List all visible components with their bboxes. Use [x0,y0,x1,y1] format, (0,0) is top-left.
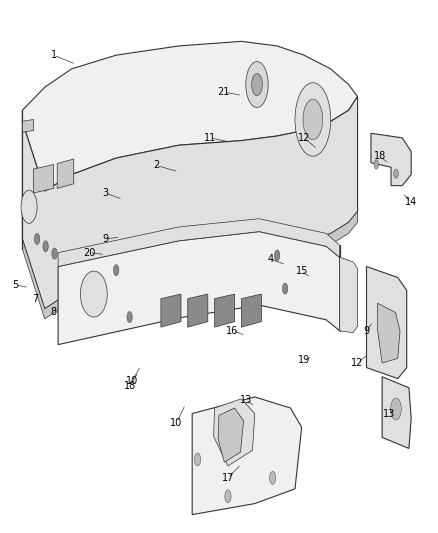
Text: 12: 12 [298,133,310,143]
Text: 15: 15 [296,266,308,276]
Text: 18: 18 [124,381,136,391]
Polygon shape [22,96,357,309]
Polygon shape [241,294,261,327]
Polygon shape [188,294,208,327]
Circle shape [295,83,331,156]
Polygon shape [58,219,340,266]
Circle shape [113,265,119,276]
Circle shape [269,471,276,484]
Text: 14: 14 [405,197,417,207]
Text: 10: 10 [170,418,183,427]
Circle shape [127,311,132,322]
Ellipse shape [81,271,107,317]
Polygon shape [367,266,407,378]
Text: 8: 8 [50,308,57,318]
Circle shape [246,62,268,108]
Polygon shape [22,42,357,191]
Text: 9: 9 [102,234,108,244]
Text: 20: 20 [83,248,95,258]
Circle shape [374,160,378,169]
Polygon shape [382,377,411,448]
Circle shape [225,490,231,503]
Text: 4: 4 [267,254,273,264]
Text: 21: 21 [217,87,230,97]
Text: 17: 17 [222,473,234,483]
Circle shape [251,74,262,95]
Polygon shape [22,119,34,132]
Text: 10: 10 [126,376,138,386]
Text: 13: 13 [240,395,252,405]
Text: 12: 12 [351,358,364,368]
Polygon shape [192,397,302,515]
Polygon shape [161,294,181,327]
Circle shape [21,190,37,223]
Text: 7: 7 [32,294,39,304]
Text: 3: 3 [102,188,108,198]
Text: 9: 9 [364,326,370,336]
Circle shape [194,453,201,466]
Text: 18: 18 [374,151,386,161]
Circle shape [43,241,48,252]
Text: 19: 19 [298,355,310,365]
Polygon shape [58,231,340,345]
Polygon shape [218,408,244,462]
Circle shape [303,99,323,140]
Text: 2: 2 [153,160,159,171]
Text: 11: 11 [204,133,216,143]
Polygon shape [371,133,411,185]
Circle shape [35,233,40,245]
Polygon shape [378,303,400,363]
Polygon shape [340,257,357,333]
Text: 13: 13 [383,408,395,418]
Polygon shape [22,212,357,319]
Text: 5: 5 [13,280,19,290]
Circle shape [391,398,401,420]
Circle shape [283,283,288,294]
Circle shape [52,248,57,259]
Polygon shape [214,399,255,466]
Polygon shape [34,165,53,193]
Text: 1: 1 [50,50,57,60]
Polygon shape [215,294,235,327]
Circle shape [275,250,280,261]
Polygon shape [57,159,74,188]
Circle shape [394,169,398,178]
Text: 16: 16 [226,326,239,336]
